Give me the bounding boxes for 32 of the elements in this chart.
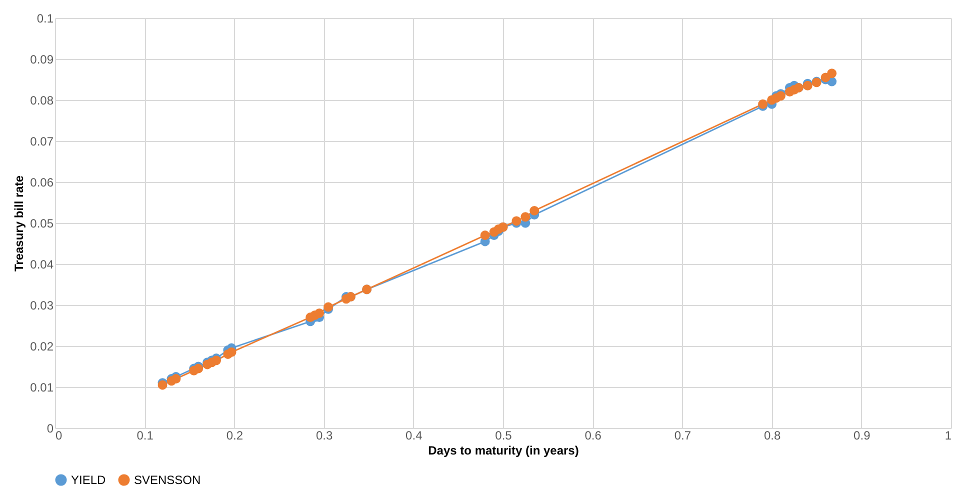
y-tick-label: 0.07 [30,134,54,148]
point [520,212,530,222]
point [530,206,540,216]
x-tick-label: 0.7 [674,428,692,442]
x-tick-label: 0.3 [316,428,333,442]
x-tick-label: 0.9 [854,428,871,442]
x-tick-label: 0.6 [584,428,602,442]
point [480,230,490,240]
y-tick-label: 0.01 [30,380,54,394]
y-tick-label: 0.06 [30,176,54,190]
x-axis-title: Days to maturity (in years) [428,444,579,458]
x-tick-label: 0.1 [136,428,154,442]
y-tick-label: 0.03 [30,298,54,312]
point [314,308,324,318]
x-tick-label: 0.4 [406,428,423,442]
y-tick-label: 0.04 [30,258,54,272]
point [226,347,236,357]
y-axis-title: Treasury bill rate [12,175,26,272]
y-tick-label: 0.02 [30,340,54,354]
point [171,374,181,384]
legend-label: YIELD [71,473,106,487]
x-tick-label: 0.2 [226,428,244,442]
y-tick-label: 0.08 [30,94,54,108]
x-tick-label: 0.5 [495,428,512,442]
y-tick-label: 0.09 [30,52,54,66]
legend-label: SVENSSON [134,473,201,487]
point [827,68,837,78]
x-tick-label: 1 [944,428,952,442]
y-tick-label: 0.1 [36,12,54,26]
x-tick-label: 0 [56,428,62,442]
y-tick-label: 0.05 [30,216,54,230]
x-tick-label: 0.8 [764,428,781,442]
